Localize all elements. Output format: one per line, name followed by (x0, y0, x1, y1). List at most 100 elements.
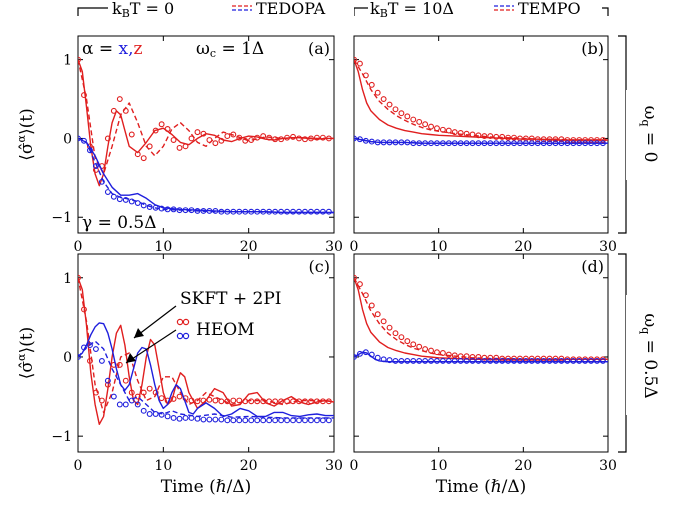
heom-point (284, 398, 291, 405)
side-bracket-top (618, 35, 627, 234)
heom-point (319, 208, 326, 215)
heom-point (242, 417, 249, 424)
heom-point (558, 136, 565, 143)
heom-point (582, 357, 589, 364)
heom-point (236, 134, 243, 141)
heom-point (122, 377, 129, 384)
heom-point (81, 137, 87, 144)
heom-point (176, 207, 183, 214)
heom-point (206, 416, 213, 423)
heom-point (475, 354, 482, 360)
heom-point (224, 133, 231, 140)
heom-point (374, 89, 381, 96)
heom-point (104, 135, 111, 142)
heom-point (404, 113, 411, 120)
heom-point (212, 416, 219, 423)
heom-point (356, 60, 363, 67)
heom-point (576, 137, 583, 143)
heom-point (158, 121, 165, 128)
dashed-line (354, 59, 608, 141)
heom-point (152, 411, 159, 417)
x-tick-label: 0 (350, 458, 359, 474)
heom-point (296, 135, 302, 142)
heom-point (511, 134, 517, 141)
heom-point (242, 137, 249, 144)
heom-point (110, 107, 117, 114)
heom-point (564, 137, 571, 143)
heom-point (368, 81, 375, 88)
heom-point (451, 357, 458, 364)
heom-point (493, 354, 500, 361)
plot-frame (353, 253, 609, 453)
heom-point (588, 357, 595, 364)
heom-point (487, 357, 494, 364)
heom-point (278, 417, 285, 424)
heom-label: HEOM (196, 320, 255, 340)
x-tick-label: 20 (514, 239, 532, 255)
heom-point (422, 346, 429, 352)
heom-point (224, 208, 231, 215)
heom-point (445, 140, 452, 147)
x-axis-label: Time (ℏ/Δ) (436, 477, 527, 497)
heom-point (206, 396, 213, 403)
heom-point (140, 389, 147, 396)
heom-point (308, 208, 314, 215)
heom-marker-x (176, 332, 184, 340)
heom-point (428, 357, 434, 364)
heom-point (469, 140, 476, 147)
dashed-line (354, 277, 608, 360)
heom-point (594, 140, 600, 147)
heom-point (308, 398, 314, 405)
heom-point (308, 417, 314, 424)
plot-frame (353, 35, 609, 234)
heom-point (416, 357, 423, 364)
heom-point (380, 356, 387, 363)
heom-point (200, 397, 207, 404)
heom-point (254, 398, 261, 405)
heom-point (272, 417, 279, 424)
heom-point (516, 355, 523, 362)
heom-point (439, 357, 446, 364)
heom-point (546, 355, 553, 362)
heom-point (540, 140, 547, 147)
heom-point (206, 207, 213, 214)
heom-point (254, 417, 261, 424)
heom-point (582, 137, 589, 143)
heom-point (522, 357, 529, 364)
heom-point (398, 334, 405, 341)
heom-arrow (125, 329, 177, 364)
heom-point (128, 198, 135, 205)
heom-point (78, 135, 81, 142)
heom-point (266, 417, 273, 424)
heom-point (392, 357, 399, 364)
heom-point (552, 136, 559, 143)
heom-point (98, 178, 105, 185)
heom-point (528, 140, 535, 147)
panel-c: 0 10 20 30−101⟨σ̂α⟩(t)Time (ℏ/Δ)(c) (15, 253, 343, 497)
heom-point (594, 357, 600, 364)
heom-point (325, 135, 332, 142)
dashed-line (78, 277, 334, 414)
x-tick-label: 30 (325, 458, 343, 474)
heom-point (194, 207, 201, 214)
heom-point (546, 136, 553, 143)
heom-point (386, 357, 393, 364)
heom-point (248, 137, 255, 143)
heom-point (463, 140, 470, 147)
heom-point (422, 140, 429, 147)
heom-point (588, 140, 595, 147)
heom-point (374, 311, 381, 318)
heom-point (260, 208, 267, 215)
heom-point (170, 137, 177, 143)
heom-point (368, 351, 375, 358)
heom-point (428, 123, 434, 130)
heom-point (212, 207, 219, 214)
heom-point (356, 281, 363, 288)
heom-point (308, 135, 314, 142)
heom-marker-x (182, 332, 190, 340)
heom-point (445, 357, 452, 364)
heom-point (86, 357, 93, 364)
heom-point (499, 355, 506, 362)
skft-label: SKFT + 2PI (180, 289, 282, 309)
heom-point (212, 140, 219, 147)
